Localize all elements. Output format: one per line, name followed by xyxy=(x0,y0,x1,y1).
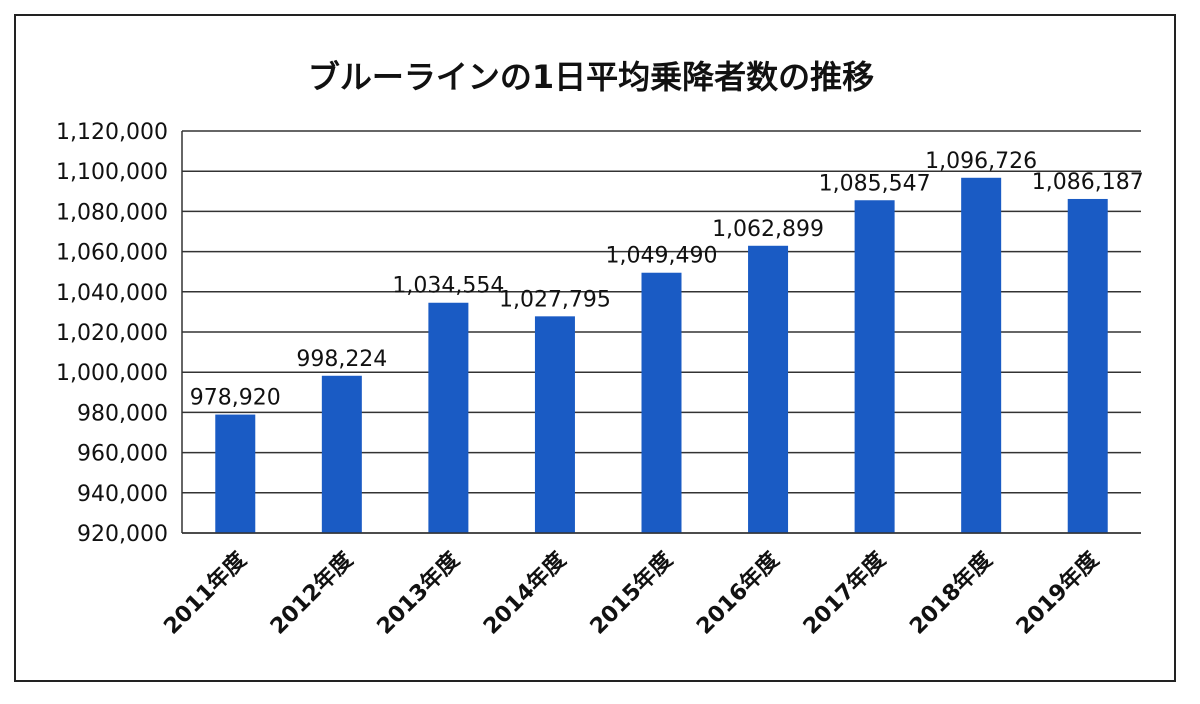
x-tick-label: 2016年度 xyxy=(692,546,786,640)
bar xyxy=(321,375,362,533)
x-tick-label: 2012年度 xyxy=(265,546,359,640)
data-label: 978,920 xyxy=(190,386,281,411)
chart-title: ブルーラインの1日平均乗降者数の推移 xyxy=(308,58,874,96)
data-label: 1,049,490 xyxy=(606,244,718,269)
y-tick-label: 960,000 xyxy=(77,442,168,467)
y-tick-label: 1,020,000 xyxy=(56,321,168,346)
bar xyxy=(1067,198,1108,534)
bar xyxy=(428,302,469,533)
x-tick-label: 2017年度 xyxy=(798,546,892,640)
bar xyxy=(534,316,575,533)
data-label: 998,224 xyxy=(296,347,387,372)
data-label: 1,062,899 xyxy=(712,217,824,242)
axes xyxy=(181,131,1141,534)
x-tick-labels: 2011年度 2012年度 2013年度 2014年度 2015年度 2016年度 2017… xyxy=(159,546,1105,640)
chart-svg: ブルーラインの1日平均乗降者数の推移 920,000 940,000 960,000… xyxy=(56,58,1144,640)
y-tick-label: 1,100,000 xyxy=(56,160,168,185)
data-label: 1,086,187 xyxy=(1032,170,1144,195)
bar xyxy=(215,414,256,533)
y-tick-label: 980,000 xyxy=(77,401,168,426)
y-tick-label: 1,080,000 xyxy=(56,200,168,225)
x-tick-label: 2015年度 xyxy=(585,546,679,640)
x-tick-label: 2019年度 xyxy=(1011,546,1105,640)
data-label: 1,034,554 xyxy=(392,274,504,299)
x-tick-label: 2014年度 xyxy=(478,546,572,640)
y-tick-label: 920,000 xyxy=(77,522,168,547)
data-label: 1,085,547 xyxy=(819,171,931,196)
x-tick-label: 2018年度 xyxy=(905,546,999,640)
bar xyxy=(961,177,1002,533)
y-tick-label: 940,000 xyxy=(77,482,168,507)
y-tick-label: 1,040,000 xyxy=(56,281,168,306)
data-label: 1,027,795 xyxy=(499,287,611,312)
x-tick-label: 2013年度 xyxy=(372,546,466,640)
y-tick-label: 1,060,000 xyxy=(56,241,168,266)
y-tick-label: 1,120,000 xyxy=(56,120,168,145)
chart-frame: ブルーラインの1日平均乗降者数の推移 920,000 940,000 960,000… xyxy=(14,14,1176,682)
bar xyxy=(641,272,682,533)
data-label: 1,096,726 xyxy=(925,149,1037,174)
y-tick-label: 1,000,000 xyxy=(56,361,168,386)
y-tick-labels: 920,000 940,000 960,000 980,000 1,000,000 1,0… xyxy=(56,120,168,547)
bar xyxy=(854,200,895,533)
bar xyxy=(748,245,789,533)
x-tick-label: 2011年度 xyxy=(159,546,253,640)
bars xyxy=(215,177,1108,534)
